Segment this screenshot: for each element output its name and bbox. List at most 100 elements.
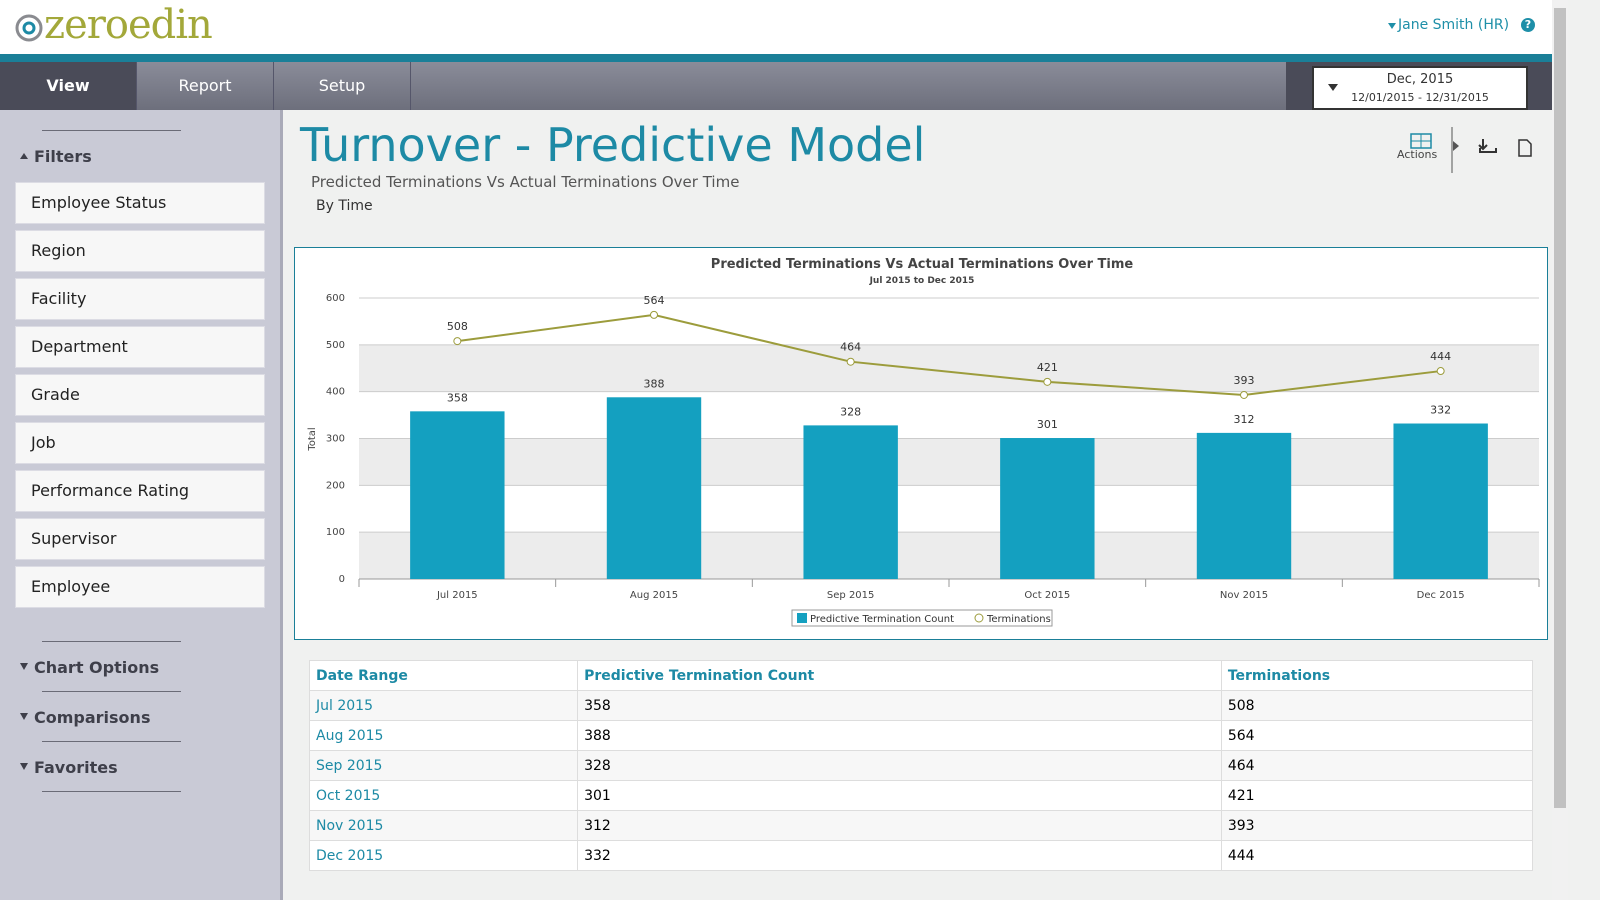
- caret: [20, 153, 28, 159]
- nav-tab[interactable]: View: [0, 62, 137, 110]
- data-label: 508: [447, 320, 468, 333]
- row-label[interactable]: Dec 2015: [308, 840, 579, 871]
- column-header[interactable]: Terminations: [1220, 660, 1534, 691]
- sidebar-section[interactable]: Comparisons: [34, 708, 151, 727]
- filter-item[interactable]: Job: [15, 422, 265, 464]
- filter-item[interactable]: Supervisor: [15, 518, 265, 560]
- header: zeroedin Jane Smith (HR) ?: [0, 0, 1552, 55]
- legend-swatch: [974, 613, 984, 623]
- filters-heading[interactable]: Filters: [34, 147, 92, 166]
- help-button[interactable]: ?: [1521, 18, 1535, 32]
- row-label[interactable]: Sep 2015: [308, 750, 579, 781]
- table-cell: 508: [1220, 690, 1534, 721]
- bar: [410, 411, 505, 579]
- y-tick-label: 300: [326, 434, 345, 445]
- legend-label: Terminations: [986, 614, 1051, 625]
- table-row: Nov 2015 312 393: [308, 810, 1534, 841]
- accent-band: [0, 54, 1552, 62]
- table-row: Aug 2015 388 564: [308, 720, 1534, 751]
- filter-item[interactable]: Facility: [15, 278, 265, 320]
- y-tick-label: 100: [326, 527, 345, 538]
- x-tick-label: Jul 2015: [436, 590, 478, 601]
- divider: [42, 641, 181, 642]
- filter-item[interactable]: Grade: [15, 374, 265, 416]
- point: [1240, 390, 1248, 399]
- table-cell: 358: [577, 690, 1222, 721]
- actions-icon: [1410, 133, 1432, 149]
- caret: [20, 763, 28, 770]
- table-cell: 312: [577, 810, 1222, 841]
- logo[interactable]: zeroedin: [44, 2, 213, 48]
- row-label[interactable]: Aug 2015: [308, 720, 579, 751]
- x-tick-label: Dec 2015: [1417, 590, 1465, 601]
- filter-item[interactable]: Department: [15, 326, 265, 368]
- legend-swatch: [797, 613, 807, 623]
- table-cell: 464: [1220, 750, 1534, 781]
- legend-box: [791, 609, 1053, 627]
- data-label: 358: [447, 391, 468, 404]
- point: [1043, 377, 1052, 386]
- y-tick-label: 200: [326, 480, 345, 491]
- filter-item[interactable]: Employee: [15, 566, 265, 608]
- filter-item[interactable]: Employee Status: [15, 182, 265, 224]
- x-tick-label: Aug 2015: [630, 590, 678, 601]
- table-cell: 388: [577, 720, 1222, 751]
- scrollbar-thumb[interactable]: [1554, 8, 1566, 808]
- y-tick-label: 600: [326, 293, 345, 304]
- data-label: 388: [644, 377, 665, 390]
- page-subtitle: Predicted Terminations Vs Actual Termina…: [311, 173, 740, 191]
- chart: Predicted Terminations Vs Actual Termina…: [307, 257, 1540, 627]
- point: [453, 337, 462, 346]
- y-tick-label: 0: [339, 574, 345, 585]
- table-header-row: Date Range Predictive Termination Count Te…: [308, 660, 1534, 691]
- divider: [42, 791, 181, 792]
- user-menu[interactable]: Jane Smith (HR): [1398, 17, 1510, 33]
- chart-title: Predicted Terminations Vs Actual Termina…: [711, 257, 1134, 272]
- table-row: Dec 2015 332 444: [308, 840, 1534, 871]
- period: Dec, 2015: [1386, 72, 1454, 87]
- period-picker[interactable]: Dec, 2015 12/01/2015 - 12/31/2015: [1312, 66, 1528, 110]
- filter-item[interactable]: Region: [15, 230, 265, 272]
- row-label[interactable]: Oct 2015: [308, 780, 579, 811]
- column-header[interactable]: Date Range: [308, 660, 579, 691]
- point: [1436, 367, 1445, 376]
- x-tick-label: Sep 2015: [827, 590, 874, 601]
- data-label: 464: [840, 341, 861, 354]
- table-row: Jul 2015 358 508: [308, 690, 1534, 721]
- table-cell: 301: [577, 780, 1222, 811]
- y-tick-label: 500: [326, 340, 345, 351]
- nav-tab[interactable]: Setup: [274, 62, 411, 110]
- row-label[interactable]: Nov 2015: [308, 810, 579, 841]
- point: [846, 357, 855, 366]
- table-cell: 328: [577, 750, 1222, 781]
- data-label: 301: [1037, 418, 1058, 431]
- bar: [1196, 432, 1292, 579]
- actions-button[interactable]: Actions: [1397, 148, 1438, 161]
- line: [457, 313, 1441, 396]
- table-row: Sep 2015 328 464: [308, 750, 1534, 781]
- filter-item[interactable]: Performance Rating: [15, 470, 265, 512]
- data-label: 312: [1234, 413, 1255, 426]
- sidebar-section[interactable]: Chart Options: [34, 658, 160, 677]
- legend-label: Predictive Termination Count: [810, 614, 954, 625]
- grid-band: [359, 438, 1539, 486]
- data-label: 444: [1430, 350, 1451, 363]
- data-label: 332: [1430, 404, 1451, 417]
- table-cell: 332: [577, 840, 1222, 871]
- y-tick-label: 400: [326, 387, 345, 398]
- data-label: 328: [840, 405, 861, 418]
- logo-icon: [15, 14, 43, 42]
- y-axis-label: Total: [307, 427, 318, 451]
- toolbar-icons: [1451, 127, 1532, 173]
- nav-tab[interactable]: Report: [137, 62, 274, 110]
- table-cell: 421: [1220, 780, 1534, 811]
- column-header[interactable]: Predictive Termination Count: [577, 660, 1222, 691]
- chart-panel: Predicted Terminations Vs Actual Termina…: [294, 247, 1548, 640]
- table-cell: 444: [1220, 840, 1534, 871]
- data-label: 564: [644, 294, 665, 307]
- caret: [1388, 23, 1396, 29]
- page-title: Turnover - Predictive Model: [300, 118, 926, 172]
- sidebar-section[interactable]: Favorites: [34, 758, 118, 777]
- row-label[interactable]: Jul 2015: [308, 690, 579, 721]
- data-table: Date Range Predictive Termination Count Te…: [308, 660, 1534, 871]
